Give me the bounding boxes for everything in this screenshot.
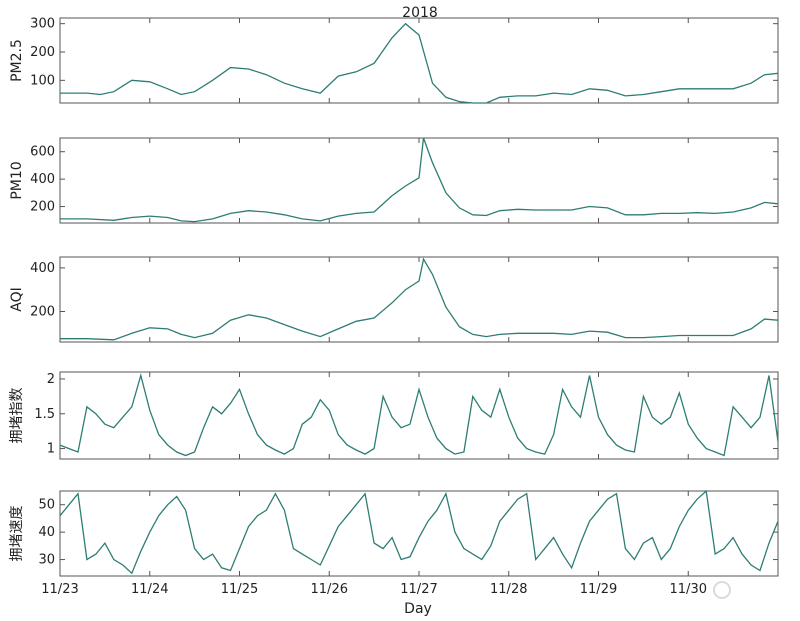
y-tick-label: 1: [47, 442, 55, 457]
x-tick-label: 11/25: [221, 582, 258, 597]
watermark-logo-icon: [713, 581, 731, 599]
y-tick-label: 100: [30, 73, 55, 88]
watermark: [713, 581, 731, 599]
series-line: [60, 22, 779, 104]
y-tick-label: 200: [30, 200, 55, 215]
series-line: [59, 373, 779, 457]
series-line: [59, 489, 779, 575]
series-line: [60, 137, 779, 223]
panel-2: 200 400 600 PM10: [9, 137, 779, 224]
panel-4: 1 1.5 2 拥堵指数: [9, 371, 779, 460]
y-tick-label: 400: [30, 261, 55, 276]
x-tick-label: 11/23: [41, 582, 78, 597]
chart-title: 2018: [402, 5, 438, 21]
x-tick-label: 11/30: [670, 582, 707, 597]
x-tick-label: 11/24: [131, 582, 168, 597]
panel-5: 30 40 50 拥堵速度: [9, 489, 779, 577]
y-axis-label: PM2.5: [9, 39, 25, 82]
x-axis-label: Day: [404, 601, 432, 617]
y-tick-label: 30: [38, 553, 55, 568]
panel-frame: [59, 137, 779, 224]
y-tick-label: 50: [38, 498, 55, 513]
y-tick-label: 200: [30, 304, 55, 319]
y-axis-label: 拥堵指数: [9, 388, 25, 444]
y-tick-label: 600: [30, 145, 55, 160]
x-tick-label: 11/29: [580, 582, 617, 597]
x-tick-label: 11/28: [490, 582, 527, 597]
x-tick-label: 11/27: [400, 582, 437, 597]
panel-1: 100 200 300 PM2.5: [9, 17, 779, 104]
y-axis-label: PM10: [9, 161, 25, 199]
series-line: [60, 257, 779, 341]
panel-3: 200 400 AQI: [9, 256, 779, 343]
y-tick-label: 200: [30, 45, 55, 60]
y-tick-label: 400: [30, 172, 55, 187]
x-tick-label: 11/26: [311, 582, 348, 597]
y-tick-label: 300: [30, 17, 55, 32]
y-tick-label: 40: [38, 525, 55, 540]
panel-frame: [59, 490, 779, 577]
y-axis-label: AQI: [9, 287, 25, 311]
panels-group: 100 200 300 PM2.5 200 400 600 PM10 200 400 AQI 1 1.5…: [9, 17, 779, 597]
y-tick-label: 2: [47, 372, 55, 387]
y-axis-label: 拥堵速度: [9, 506, 25, 562]
y-tick-label: 1.5: [34, 407, 55, 422]
